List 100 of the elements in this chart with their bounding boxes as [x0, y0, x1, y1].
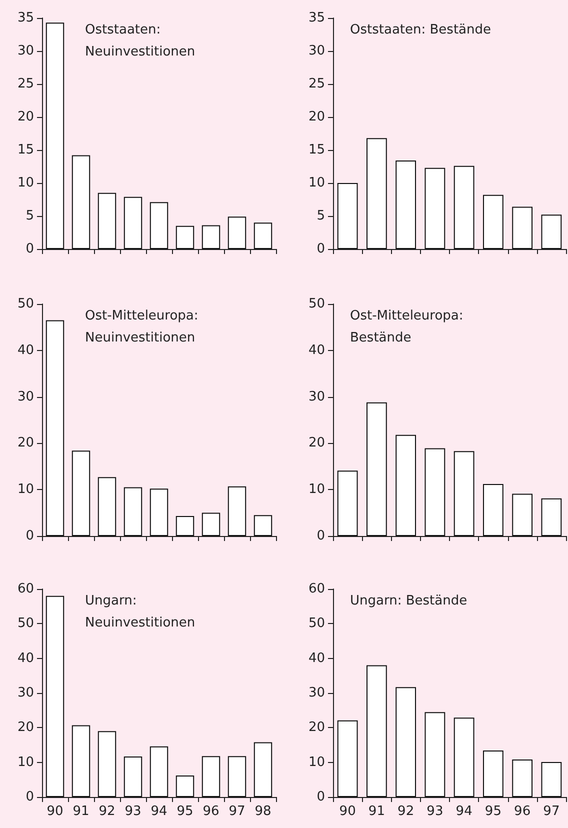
- y-tick-label: 0: [26, 528, 34, 544]
- y-tick-label: 35: [308, 10, 325, 26]
- y-tick-label: 20: [308, 436, 325, 451]
- bar: [366, 402, 387, 536]
- x-tick-label: 93: [124, 804, 142, 819]
- y-tick-label: 10: [308, 482, 325, 498]
- y-tick-label: 30: [17, 44, 34, 58]
- y-tick-label: 30: [308, 44, 325, 58]
- bar: [72, 450, 90, 536]
- bar: [396, 160, 416, 249]
- text: Ost-Mitteleuropa: Neuinvestitionen: [85, 308, 202, 346]
- y-tick-label: 5: [26, 208, 34, 224]
- bar: [512, 206, 533, 249]
- bar: [424, 448, 446, 536]
- bar: [150, 202, 168, 249]
- x-tick-label: 95: [484, 804, 502, 819]
- bar: [254, 222, 272, 249]
- y-tick-label: 0: [316, 790, 325, 804]
- bar: [482, 484, 504, 536]
- y-tick-label: 35: [17, 10, 34, 26]
- text: Ungarn: Neuinvestitionen: [85, 594, 196, 630]
- bar: [337, 183, 358, 249]
- bar: [254, 742, 272, 797]
- bar: [98, 731, 116, 797]
- bar: [228, 756, 246, 797]
- bar: [202, 225, 220, 249]
- bar: [541, 498, 562, 536]
- bar: [150, 488, 168, 536]
- bar: [46, 22, 64, 249]
- y-tick-label: 60: [308, 582, 325, 596]
- chart-title: Ungarn: Bestände: [350, 594, 468, 608]
- bar: [454, 718, 474, 797]
- bar: [424, 168, 446, 249]
- y-tick-label: 10: [308, 754, 325, 770]
- text: Ost-Mitteleuropa: Bestände: [350, 308, 468, 346]
- bar: [46, 320, 64, 536]
- x-tick-label: 97: [543, 804, 560, 819]
- y-tick-label: 30: [308, 389, 325, 404]
- bar: [512, 494, 533, 536]
- bar: [228, 486, 246, 536]
- y-tick-label: 20: [17, 436, 34, 451]
- y-tick-label: 10: [17, 176, 34, 190]
- y-tick-label: 20: [17, 110, 34, 124]
- bar: [254, 515, 272, 536]
- bar: [124, 756, 142, 797]
- bar: [541, 762, 562, 797]
- bar: [124, 196, 142, 249]
- bar: [396, 687, 416, 797]
- y-tick-label: 50: [17, 616, 34, 632]
- x-tick-label: 92: [98, 804, 116, 819]
- x-tick-label: 98: [254, 804, 272, 819]
- bar: [72, 155, 90, 249]
- x-tick-label: 94: [150, 804, 168, 819]
- bar: [541, 214, 562, 249]
- y-tick-label: 10: [17, 754, 34, 770]
- y-tick-label: 30: [17, 389, 34, 404]
- x-tick-label: 91: [72, 804, 90, 819]
- x-tick-label: 90: [46, 804, 64, 819]
- x-tick-label: 96: [514, 804, 531, 819]
- x-tick-label: 91: [368, 804, 385, 819]
- y-tick-label: 40: [17, 650, 34, 666]
- y-tick-label: 30: [17, 686, 34, 700]
- bar: [98, 192, 116, 249]
- text: Oststaaten: Neuinvestitionen: [85, 22, 196, 60]
- y-tick-label: 15: [17, 142, 34, 158]
- y-tick-label: 0: [26, 242, 34, 256]
- y-tick-label: 40: [308, 650, 325, 666]
- y-tick-label: 0: [316, 528, 325, 544]
- bar: [228, 216, 246, 249]
- bar: [482, 750, 504, 797]
- y-tick-label: 40: [308, 342, 325, 358]
- bar: [202, 756, 220, 797]
- bar: [202, 512, 220, 536]
- y-tick-label: 5: [316, 208, 325, 224]
- bar: [124, 487, 142, 536]
- y-tick-label: 25: [17, 76, 34, 92]
- y-tick-label: 10: [17, 482, 34, 498]
- y-tick-label: 0: [316, 242, 325, 256]
- y-tick-label: 50: [17, 296, 34, 312]
- bar: [337, 720, 358, 797]
- x-tick-label: 95: [176, 804, 194, 819]
- x-tick-label: 97: [228, 804, 246, 819]
- bar: [46, 596, 64, 797]
- x-tick-label: 90: [339, 804, 356, 819]
- bar: [72, 725, 90, 797]
- bar: [98, 477, 116, 536]
- y-tick-label: 60: [17, 582, 34, 596]
- y-tick-label: 10: [308, 176, 325, 190]
- bar: [482, 194, 504, 249]
- y-tick-label: 30: [308, 686, 325, 700]
- bar: [150, 746, 168, 797]
- y-tick-label: 50: [308, 296, 325, 312]
- bar: [454, 451, 474, 536]
- y-tick-label: 20: [308, 110, 325, 124]
- bar: [176, 776, 194, 797]
- bar: [396, 434, 416, 536]
- y-tick-label: 25: [308, 76, 325, 92]
- bar: [424, 712, 446, 797]
- bar: [176, 226, 194, 249]
- bar: [366, 665, 387, 797]
